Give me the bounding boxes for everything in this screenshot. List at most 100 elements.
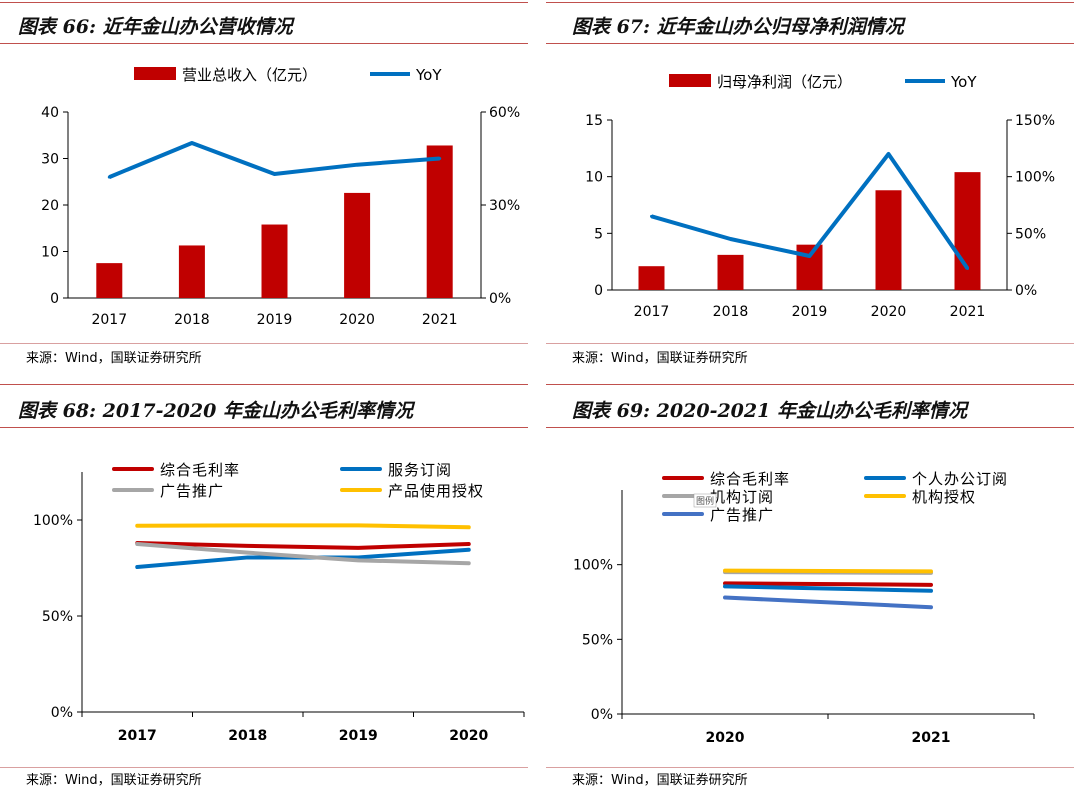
bar [717, 254, 744, 290]
legend-label: 综合毛利率 [160, 461, 240, 479]
legend-label-line: YoY [415, 66, 442, 84]
y-right-tick-label: 150% [1015, 113, 1055, 129]
legend-label: 个人办公订阅 [912, 470, 1008, 488]
panel-title: 图表 69: 2020-2021 年金山办公毛利率情况 [572, 400, 967, 422]
legend-label: 广告推广 [160, 482, 224, 500]
x-tick-label: 2020 [449, 728, 488, 744]
legend-label: 综合毛利率 [710, 470, 790, 488]
yoy-point [887, 152, 890, 156]
y-right-tick-label: 0% [489, 291, 511, 307]
y-right-tick-label: 60% [489, 105, 520, 121]
yoy-point [107, 175, 111, 179]
panel-net-profit: 图表 67: 近年金山办公归母净利润情况 0 5 10 15 0% 50% 100% 150%… [546, 0, 1074, 372]
source-rule [0, 767, 528, 768]
x-tick-label: 2017 [634, 304, 670, 320]
source-rule [0, 343, 528, 344]
legend-label: 机构授权 [912, 488, 976, 506]
panel-title: 图表 68: 2017-2020 年金山办公毛利率情况 [18, 400, 413, 422]
series-line [723, 568, 933, 574]
y-left-tick-label: 5 [594, 226, 603, 242]
y-tick-label: 100% [33, 513, 73, 529]
x-tick-label: 2020 [871, 304, 907, 320]
panel-title: 图表 67: 近年金山办公归母净利润情况 [572, 16, 904, 38]
bar [638, 266, 665, 290]
annotation-box [693, 493, 717, 508]
panel-title: 图表 66: 近年金山办公营收情况 [18, 16, 293, 38]
title-rule-top [546, 2, 1074, 3]
annotation-text: 图例 [696, 495, 714, 507]
title-rule-top [0, 384, 528, 385]
legend-label-bar: 归母净利润（亿元） [717, 73, 852, 91]
x-tick-label: 2017 [91, 312, 127, 328]
legend-label: 产品使用授权 [388, 482, 484, 500]
panel-revenue: 图表 66: 近年金山办公营收情况 0 10 20 30 40 0% 30% 60% 2017 2… [0, 0, 528, 372]
x-tick-label: 2019 [339, 728, 378, 744]
series-line [723, 584, 933, 593]
yoy-point [438, 157, 442, 160]
y-right-tick-label: 0% [1015, 283, 1037, 299]
series-line [135, 541, 471, 550]
title-rule-bottom [0, 427, 528, 428]
series-line [723, 581, 933, 587]
legend-label: 服务订阅 [388, 461, 452, 479]
x-tick-label: 2018 [713, 304, 749, 320]
y-left-tick-label: 10 [41, 245, 59, 261]
y-right-tick-label: 30% [489, 198, 520, 214]
x-tick-label: 2020 [339, 312, 375, 328]
yoy-point [966, 266, 969, 270]
legend-label-line: YoY [950, 73, 977, 91]
legend-label-bar: 营业总收入（亿元） [182, 66, 317, 84]
y-left-tick-label: 40 [41, 105, 59, 121]
series-line [723, 595, 933, 610]
bar [875, 190, 902, 290]
yoy-point [355, 163, 359, 167]
panel-gross-margin-2017-2020: 图表 68: 2017-2020 年金山办公毛利率情况 0% 50% 100% 201… [0, 382, 528, 794]
y-right-tick-label: 50% [1015, 226, 1046, 242]
bar [796, 244, 823, 290]
y-left-tick-label: 30 [41, 152, 59, 168]
title-rule-top [546, 384, 1074, 385]
x-tick-label: 2018 [228, 728, 267, 744]
x-tick-label: 2019 [792, 304, 828, 320]
source-note: 来源：Wind，国联证券研究所 [572, 351, 748, 366]
source-note: 来源：Wind，国联证券研究所 [26, 351, 202, 366]
bar [344, 192, 371, 298]
x-tick-label: 2017 [118, 728, 157, 744]
yoy-point [650, 214, 653, 218]
y-tick-label: 0% [591, 707, 613, 723]
x-tick-label: 2021 [422, 312, 458, 328]
legend-label: 广告推广 [710, 506, 774, 524]
legend-label: 机构订阅 [710, 488, 774, 506]
x-tick-label: 2018 [174, 312, 210, 328]
bar [178, 245, 205, 298]
x-tick-label: 2021 [950, 304, 986, 320]
y-left-tick-label: 10 [585, 170, 603, 186]
panel-gross-margin-2020-2021: 图表 69: 2020-2021 年金山办公毛利率情况 0% 50% 100% 202… [546, 382, 1074, 794]
series-line [135, 542, 471, 566]
y-tick-label: 100% [573, 558, 613, 574]
y-left-tick-label: 0 [50, 291, 59, 307]
title-rule-bottom [546, 427, 1074, 428]
bar [954, 172, 981, 290]
y-tick-label: 50% [582, 632, 613, 648]
x-tick-label: 2020 [706, 730, 745, 746]
source-note: 来源：Wind，国联证券研究所 [26, 773, 202, 788]
y-tick-label: 50% [42, 609, 73, 625]
legend-swatch-bar [669, 74, 711, 87]
revenue-chart: 0 10 20 30 40 0% 30% 60% 2017 2018 2019 2020 2021 营业总… [41, 66, 520, 328]
y-left-tick-label: 15 [585, 113, 603, 129]
x-tick-label: 2021 [912, 730, 951, 746]
title-rule-top [0, 2, 528, 3]
y-left-tick-label: 0 [594, 283, 603, 299]
y-left-tick-label: 20 [41, 198, 59, 214]
title-rule-bottom [546, 43, 1074, 44]
yoy-point [190, 141, 194, 145]
source-note: 来源：Wind，国联证券研究所 [572, 773, 748, 788]
series-line [135, 523, 471, 530]
legend-swatch-bar [134, 67, 176, 80]
x-tick-label: 2019 [257, 312, 293, 328]
y-tick-label: 0% [51, 705, 73, 721]
bar [426, 145, 453, 298]
